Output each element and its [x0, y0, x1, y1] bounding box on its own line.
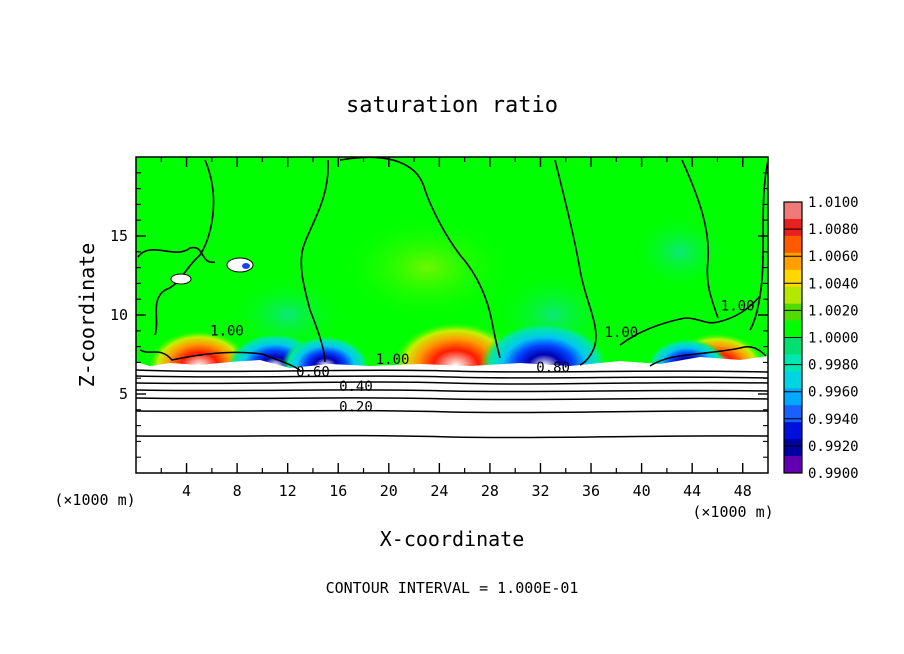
y-tick-label: 10	[110, 306, 128, 324]
contour-label: 0.60	[296, 365, 330, 381]
colorbar-swatch	[784, 422, 802, 440]
contour-lines	[136, 345, 768, 439]
contour-line	[136, 409, 768, 414]
contour-line	[339, 157, 501, 359]
contour-line	[154, 159, 215, 336]
colorbar-swatch	[784, 439, 802, 457]
cloud-puff	[242, 263, 250, 269]
colorbar-swatch	[784, 405, 802, 423]
colorbar-label: 1.0080	[808, 222, 859, 238]
y-tick-label: 15	[110, 227, 128, 245]
contour-labels: 1.00 0.60 0.40 0.20 1.00 0.80 1.00 1.00	[210, 298, 754, 415]
colorbar-label: 1.0060	[808, 249, 859, 265]
contour-line	[681, 159, 719, 319]
cloud-boundary-contours	[137, 157, 768, 366]
contour-line	[554, 159, 597, 366]
contour-line	[136, 375, 768, 379]
contour-line	[137, 246, 216, 263]
contour-line	[749, 159, 768, 331]
x-tick-label: 36	[582, 482, 600, 500]
contour-line	[136, 434, 768, 439]
colorbar-label: 1.0100	[808, 195, 859, 211]
colorbar-swatch	[784, 388, 802, 406]
contour-interval-footer: CONTOUR INTERVAL = 1.000E-01	[326, 579, 579, 597]
stable-layer	[136, 356, 768, 473]
cloud-puffs	[170, 257, 254, 285]
colorbar-swatch	[784, 303, 802, 322]
y-axis-label: Z-coordinate	[75, 243, 99, 388]
x-tick-label: 16	[329, 482, 347, 500]
cloud-puff	[170, 273, 192, 285]
colorbar-label: 0.9940	[808, 412, 859, 428]
contour-label: 0.20	[339, 399, 373, 415]
colorbar-label: 0.9900	[808, 466, 859, 482]
colorbar-swatch	[784, 337, 802, 355]
contour-line	[619, 295, 761, 346]
contour-line	[136, 381, 768, 385]
y-tick-label: 5	[119, 385, 128, 403]
colorbar-label: 0.9920	[808, 439, 859, 455]
colorbar-swatch	[784, 286, 802, 305]
colorbar-swatch	[784, 371, 802, 389]
contour-label: 1.00	[376, 352, 410, 368]
colorbar-label: 0.9980	[808, 358, 859, 374]
x-tick-label: 28	[481, 482, 499, 500]
contour-label: 1.00	[605, 325, 639, 341]
chart-title: saturation ratio	[346, 93, 558, 118]
dry-region	[629, 211, 730, 292]
contour-line	[136, 369, 768, 373]
colorbar-swatch	[784, 456, 802, 474]
contour-line	[649, 345, 767, 367]
contour-label: 1.00	[721, 298, 755, 314]
x-unit-left: (×1000 m)	[54, 491, 135, 509]
colorbar-label: 0.9960	[808, 385, 859, 401]
plot-area	[136, 157, 768, 473]
contour-label: 0.40	[339, 379, 373, 395]
x-tick-label: 8	[233, 482, 242, 500]
x-unit-right: (×1000 m)	[692, 503, 773, 521]
x-tick-label: 48	[734, 482, 752, 500]
colorbar-label: 1.0020	[808, 303, 859, 319]
x-tick-label: 20	[380, 482, 398, 500]
colorbar-swatch	[784, 354, 802, 372]
x-tick-label: 12	[279, 482, 297, 500]
colorbar-swatch	[784, 252, 802, 271]
x-tick-label: 24	[430, 482, 448, 500]
x-tick-label: 4	[182, 482, 191, 500]
colorbar-swatch	[784, 269, 802, 288]
colorbar-swatch	[784, 235, 802, 254]
contour-line	[136, 389, 768, 393]
contour-line	[300, 159, 329, 363]
x-axis-label: X-coordinate	[380, 527, 525, 551]
x-tick-label: 32	[531, 482, 549, 500]
colorbar: 1.0100 1.0080 1.0060 1.0040 1.0020 1.0000 0.99…	[783, 195, 859, 482]
colorbar-label: 1.0000	[808, 331, 859, 347]
x-tick-label: 44	[683, 482, 701, 500]
contour-line	[139, 349, 301, 371]
colorbar-swatch	[784, 202, 802, 220]
colorbar-label: 1.0040	[808, 276, 859, 292]
colorbar-swatch	[784, 320, 802, 338]
moist-region	[336, 212, 517, 323]
contour-label: 0.80	[536, 360, 570, 376]
contour-line	[136, 397, 768, 401]
contour-label: 1.00	[210, 324, 244, 340]
x-tick-label: 40	[633, 482, 651, 500]
colorbar-swatch	[784, 218, 802, 237]
